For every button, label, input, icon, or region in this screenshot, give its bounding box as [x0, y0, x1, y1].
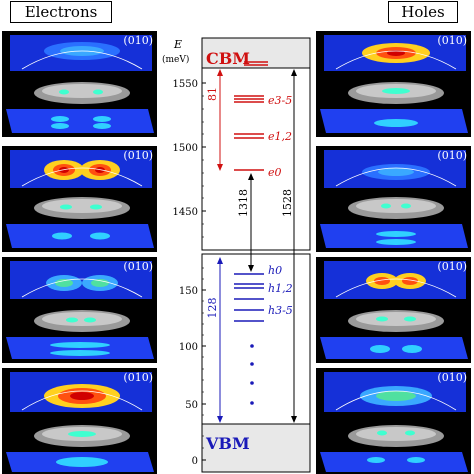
electron-panel-1: (010) [2, 31, 157, 137]
electron-levels [234, 95, 264, 171]
hole-panel-3: (010) [316, 257, 471, 363]
cbm-label: CBM [206, 49, 250, 68]
electron-level-label: e0 [268, 166, 282, 179]
tick-label: 1550 [173, 79, 198, 90]
panel-label: (010) [123, 371, 153, 384]
holes-header: Holes [388, 1, 458, 23]
panel-label: (010) [123, 34, 153, 47]
panel-label: (010) [437, 149, 467, 162]
hole-panel-1: (010) [316, 31, 471, 137]
electron-span-arrow-down [217, 164, 223, 171]
panel-label: (010) [123, 260, 153, 273]
electron-panel-2: (010) [2, 146, 157, 252]
hole-level-label: h3-5 [268, 304, 293, 317]
hole-span-label: 128 [206, 298, 219, 319]
hole-span-arrow-down [217, 416, 223, 423]
gap-arrow-up [248, 173, 254, 180]
energy-level-diagram: E (meV) CBM 1550 1500 1450 81 e3-5 e1,2 … [162, 37, 311, 473]
electron-panel-4: (010) [2, 368, 157, 474]
tick-label: 50 [185, 400, 198, 411]
cbm-band [201, 37, 311, 69]
panel-label: (010) [437, 260, 467, 273]
panel-label: (010) [437, 34, 467, 47]
electron-panel-3: (010) [2, 257, 157, 363]
tick-label: 0 [192, 456, 198, 467]
hole-level-label: h0 [268, 264, 282, 277]
gap-span-label: 1318 [237, 189, 250, 217]
total-arrow-down [291, 416, 297, 423]
hole-panel-4: (010) [316, 368, 471, 474]
hole-level-label: h1,2 [268, 282, 293, 295]
total-arrow-up [291, 69, 297, 76]
electron-span-arrow-up [217, 69, 223, 76]
electrons-header: Electrons [10, 1, 112, 23]
hole-levels [234, 273, 264, 322]
electron-span-label: 81 [206, 87, 219, 101]
vbm-label: VBM [205, 434, 250, 453]
minor-ticks-upper [202, 95, 204, 238]
hole-span-arrow-up [217, 257, 223, 264]
hole-level-dots [250, 344, 254, 405]
panel-label: (010) [123, 149, 153, 162]
tick-label: 150 [179, 286, 198, 297]
tick-label: 1450 [173, 207, 198, 218]
electron-level-label: e1,2 [268, 130, 292, 143]
axis-unit-label: (meV) [162, 54, 189, 65]
total-span-label: 1528 [281, 189, 294, 217]
tick-label: 100 [179, 342, 198, 353]
axis-energy-label: E [173, 38, 182, 51]
tick-label: 1500 [173, 143, 198, 154]
gap-arrow-down [248, 265, 254, 272]
minor-ticks-lower [202, 267, 204, 449]
electron-level-label: e3-5 [268, 94, 292, 107]
panel-label: (010) [437, 371, 467, 384]
hole-panel-2: (010) [316, 146, 471, 252]
